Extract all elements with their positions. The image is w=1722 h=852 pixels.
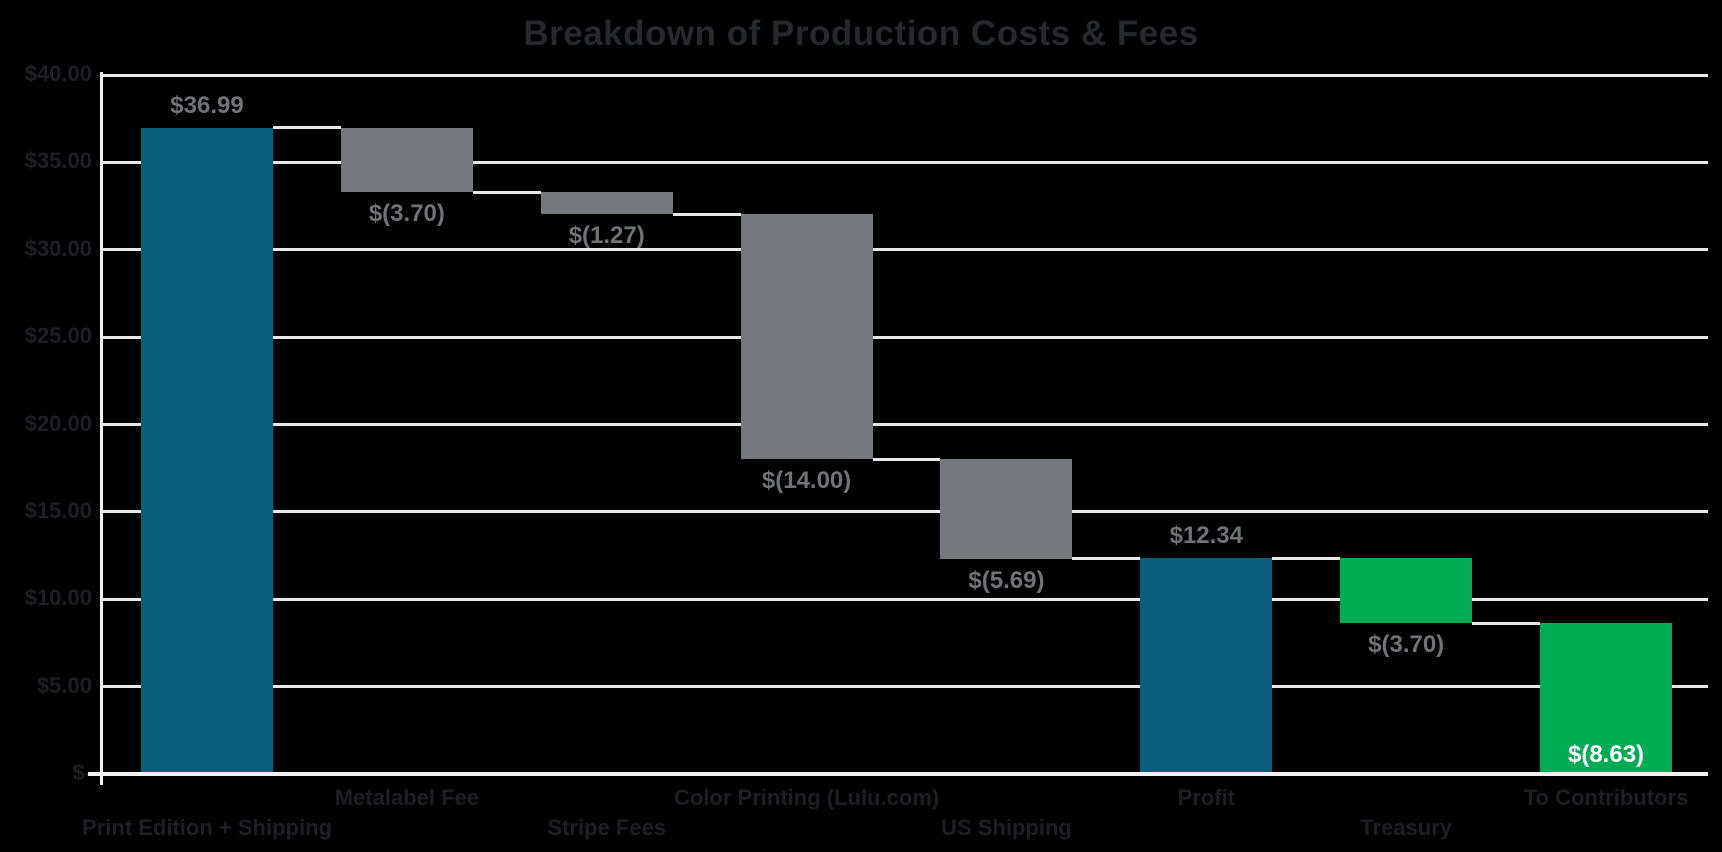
connector — [1472, 621, 1541, 625]
connector — [1272, 556, 1341, 560]
y-tick-label: $5.00 — [36, 672, 92, 698]
gridline — [100, 248, 1708, 252]
gridline — [100, 685, 1708, 689]
x-category-label: Profit — [1177, 785, 1236, 810]
y-tick-label: $- — [72, 760, 92, 785]
gridline — [100, 160, 1708, 164]
y-tick-label: $40.00 — [24, 61, 92, 86]
connector — [273, 126, 341, 130]
connector — [672, 212, 741, 216]
y-tick-label: $25.00 — [24, 323, 92, 349]
x-axis-line — [88, 772, 1708, 776]
value-label: $36.99 — [170, 91, 244, 119]
value-label: $12.34 — [1169, 522, 1243, 550]
x-category-label: US Shipping — [941, 815, 1072, 840]
chart-title: Breakdown of Production Costs & Fees — [523, 14, 1199, 53]
value-label: $(3.70) — [1368, 631, 1445, 659]
connector — [872, 457, 941, 461]
y-tick-label: $20.00 — [24, 410, 92, 436]
connector — [472, 190, 541, 194]
y-axis-line — [100, 72, 103, 785]
y-tick-label: $10.00 — [24, 585, 92, 611]
gridline — [100, 73, 1708, 77]
gridline — [100, 335, 1708, 339]
bar-to-contributors — [1540, 623, 1673, 774]
value-label: $(8.63) — [1567, 741, 1645, 768]
gridline — [100, 423, 1708, 426]
x-category-label: Stripe Fees — [547, 815, 667, 840]
value-label: $(5.69) — [968, 566, 1045, 594]
y-tick-label: $15.00 — [24, 497, 92, 523]
x-category-label: To Contributors — [1523, 785, 1689, 810]
value-label: $(1.27) — [568, 222, 645, 250]
bar-metalabel-fee — [340, 127, 473, 193]
bar-profit — [1140, 558, 1273, 774]
bar-color-printing-lulu-com — [740, 214, 873, 460]
value-label: $(3.70) — [368, 200, 445, 228]
y-tick-label: $30.00 — [24, 235, 92, 261]
bar-treasury — [1340, 558, 1473, 623]
x-category-label: Color Printing (Lulu.com) — [673, 785, 940, 810]
gridline — [100, 597, 1708, 601]
y-tick-label: $35.00 — [24, 148, 92, 174]
gridline — [100, 510, 1708, 514]
x-category-label: Treasury — [1360, 815, 1453, 840]
x-category-label: Metalabel Fee — [334, 785, 479, 810]
value-label: $(14.00) — [761, 467, 852, 495]
bar-stripe-fees — [540, 192, 673, 215]
connector — [1072, 557, 1141, 561]
bar-us-shipping — [940, 459, 1073, 559]
bar-print-edition-shipping — [141, 127, 273, 774]
x-category-label: Print Edition + Shipping — [82, 815, 332, 840]
